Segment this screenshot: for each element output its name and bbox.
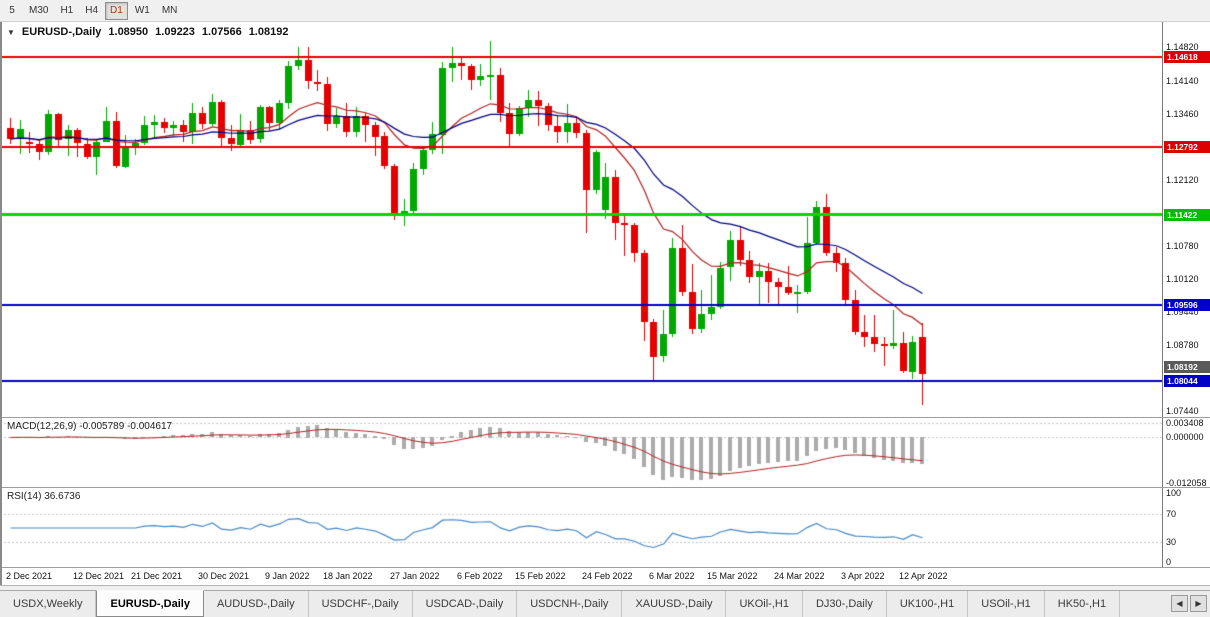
date-axis-label: 15 Mar 2022 xyxy=(707,571,758,581)
tab-scroll-left-icon[interactable]: ◀ xyxy=(1171,595,1188,612)
panel-divider xyxy=(0,567,1210,568)
ohlc-high: 1.09223 xyxy=(155,26,195,38)
rsi-panel: RSI(14) 36.6736 100 70 30 0 xyxy=(0,488,1210,568)
price-line-badge: 1.09596 xyxy=(1164,298,1210,311)
date-axis-label: 12 Dec 2021 xyxy=(73,571,125,581)
price-line-badge: 1.14618 xyxy=(1164,51,1210,64)
price-axis-label: 1.12120 xyxy=(1166,175,1199,186)
date-axis-label: 9 Jan 2022 xyxy=(265,571,310,581)
chart-tab-xauusd-daily[interactable]: XAUUSD-,Daily xyxy=(622,591,727,617)
date-axis-label: 24 Mar 2022 xyxy=(774,571,825,581)
ohlc-low: 1.07566 xyxy=(201,26,242,38)
chart-tab-usdcad-daily[interactable]: USDCAD-,Daily xyxy=(413,591,518,617)
date-axis: 2 Dec 2021 12 Dec 2021 21 Dec 2021 30 Dec 2… xyxy=(0,568,1162,585)
collapse-icon[interactable]: ▼ xyxy=(7,27,15,37)
timeframe-button-w1[interactable]: W1 xyxy=(134,5,150,16)
chart-tab-uk100-h1[interactable]: UK100-,H1 xyxy=(887,591,969,617)
chart-title: ▼ EURUSD-,Daily 1.08950 1.09223 1.07566 … xyxy=(7,26,288,38)
macd-axis-label: 0.003408 xyxy=(1166,418,1204,429)
rsi-axis: 100 70 30 0 xyxy=(1162,488,1210,568)
price-axis-label: 1.08780 xyxy=(1166,340,1199,350)
chart-tab-usdchf-daily[interactable]: USDCHF-,Daily xyxy=(309,591,413,617)
chart-workspace: ▼ EURUSD-,Daily 1.08950 1.09223 1.07566 … xyxy=(0,22,1210,585)
chart-tab-usdcnh-daily[interactable]: USDCNH-,Daily xyxy=(517,591,623,617)
ohlc-open: 1.08950 xyxy=(108,26,149,38)
timeframe-button-m30[interactable]: M30 xyxy=(29,5,49,16)
chart-tab-audusd-daily[interactable]: AUDUSD-,Daily xyxy=(204,591,309,617)
timeframe-button-d1[interactable]: D1 xyxy=(105,1,128,20)
macd-axis-label: 0.000000 xyxy=(1166,432,1204,443)
timeframe-button-5[interactable]: 5 xyxy=(9,5,15,16)
date-axis-label: 30 Dec 2021 xyxy=(198,571,250,581)
price-chart-canvas[interactable] xyxy=(0,22,1162,418)
current-price-badge: 1.08192 xyxy=(1164,361,1210,373)
price-line-badge: 1.12792 xyxy=(1164,141,1210,154)
date-axis-label: 21 Dec 2021 xyxy=(131,571,183,581)
timeframe-button-mn[interactable]: MN xyxy=(161,5,178,16)
price-axis-label: 1.10120 xyxy=(1166,273,1199,284)
panel-divider[interactable] xyxy=(0,417,1210,418)
price-axis-label: 1.10780 xyxy=(1166,241,1199,252)
date-axis-label: 2 Dec 2021 xyxy=(6,571,53,581)
window-bottom-strip xyxy=(0,585,1210,590)
macd-axis: 0.003408 0.000000 -0.012058 xyxy=(1162,418,1210,488)
rsi-axis-label: 70 xyxy=(1166,508,1177,519)
price-axis-label: 1.14820 xyxy=(1166,42,1199,53)
price-axis: 1.14820 1.14140 1.13460 1.12120 1.10780 1.101… xyxy=(1162,22,1210,418)
chart-tab-hk50-h1[interactable]: HK50-,H1 xyxy=(1045,591,1121,617)
rsi-axis-label: 30 xyxy=(1166,537,1177,548)
price-line-badge: 1.08044 xyxy=(1164,375,1210,388)
chart-tab-usdx-weekly[interactable]: USDX,Weekly xyxy=(0,591,97,617)
price-axis-label: 1.14140 xyxy=(1166,75,1199,86)
price-line-badge: 1.11422 xyxy=(1164,208,1210,221)
rsi-axis-label: 100 xyxy=(1166,488,1182,498)
tab-scroll-arrows: ◀ ▶ xyxy=(1171,595,1207,612)
chart-tab-ukoil-h1[interactable]: UKOil-,H1 xyxy=(726,591,803,617)
date-axis-label: 15 Feb 2022 xyxy=(515,571,566,581)
timeframe-toolbar: 5 M30 H1 H4 D1 W1 MN xyxy=(0,0,1210,22)
date-axis-label: 12 Apr 2022 xyxy=(899,571,948,581)
chart-tabs-bar: USDX,Weekly EURUSD-,Daily AUDUSD-,Daily USD… xyxy=(0,590,1210,617)
date-axis-label: 27 Jan 2022 xyxy=(390,571,440,581)
date-axis-label: 6 Feb 2022 xyxy=(457,571,503,581)
date-axis-label: 6 Mar 2022 xyxy=(649,571,695,581)
date-axis-label: 3 Apr 2022 xyxy=(841,571,885,581)
timeframe-button-h4[interactable]: H4 xyxy=(85,5,99,16)
price-chart-panel: ▼ EURUSD-,Daily 1.08950 1.09223 1.07566 … xyxy=(0,22,1210,418)
chart-tab-usoil-h1[interactable]: USOil-,H1 xyxy=(968,591,1045,617)
date-axis-label: 18 Jan 2022 xyxy=(323,571,373,581)
date-axis-label: 24 Feb 2022 xyxy=(582,571,633,581)
price-axis-label: 1.07440 xyxy=(1166,406,1199,417)
macd-axis-label: -0.012058 xyxy=(1166,478,1207,488)
chart-tabs: USDX,Weekly EURUSD-,Daily AUDUSD-,Daily USD… xyxy=(0,590,1210,617)
panel-divider[interactable] xyxy=(0,487,1210,488)
ohlc-close: 1.08192 xyxy=(248,26,289,38)
chart-tab-eurusd-daily[interactable]: EURUSD-,Daily xyxy=(96,590,204,617)
chart-symbol-label: EURUSD-,Daily xyxy=(21,26,102,38)
timeframe-button-h1[interactable]: H1 xyxy=(60,5,74,16)
rsi-indicator-label: RSI(14) 36.6736 xyxy=(7,491,81,502)
rsi-axis-label: 0 xyxy=(1166,557,1172,567)
tab-scroll-right-icon[interactable]: ▶ xyxy=(1190,595,1207,612)
price-axis-label: 1.13460 xyxy=(1166,109,1199,120)
price-axis-label: 1.09440 xyxy=(1166,307,1199,318)
rsi-canvas[interactable] xyxy=(0,488,1162,568)
window-left-frame xyxy=(0,22,2,585)
macd-panel: MACD(12,26,9) -0.005789 -0.004617 0.0034… xyxy=(0,418,1210,488)
chart-tab-dj30-daily[interactable]: DJ30-,Daily xyxy=(803,591,887,617)
macd-canvas[interactable] xyxy=(0,418,1162,488)
macd-indicator-label: MACD(12,26,9) -0.005789 -0.004617 xyxy=(7,421,173,432)
